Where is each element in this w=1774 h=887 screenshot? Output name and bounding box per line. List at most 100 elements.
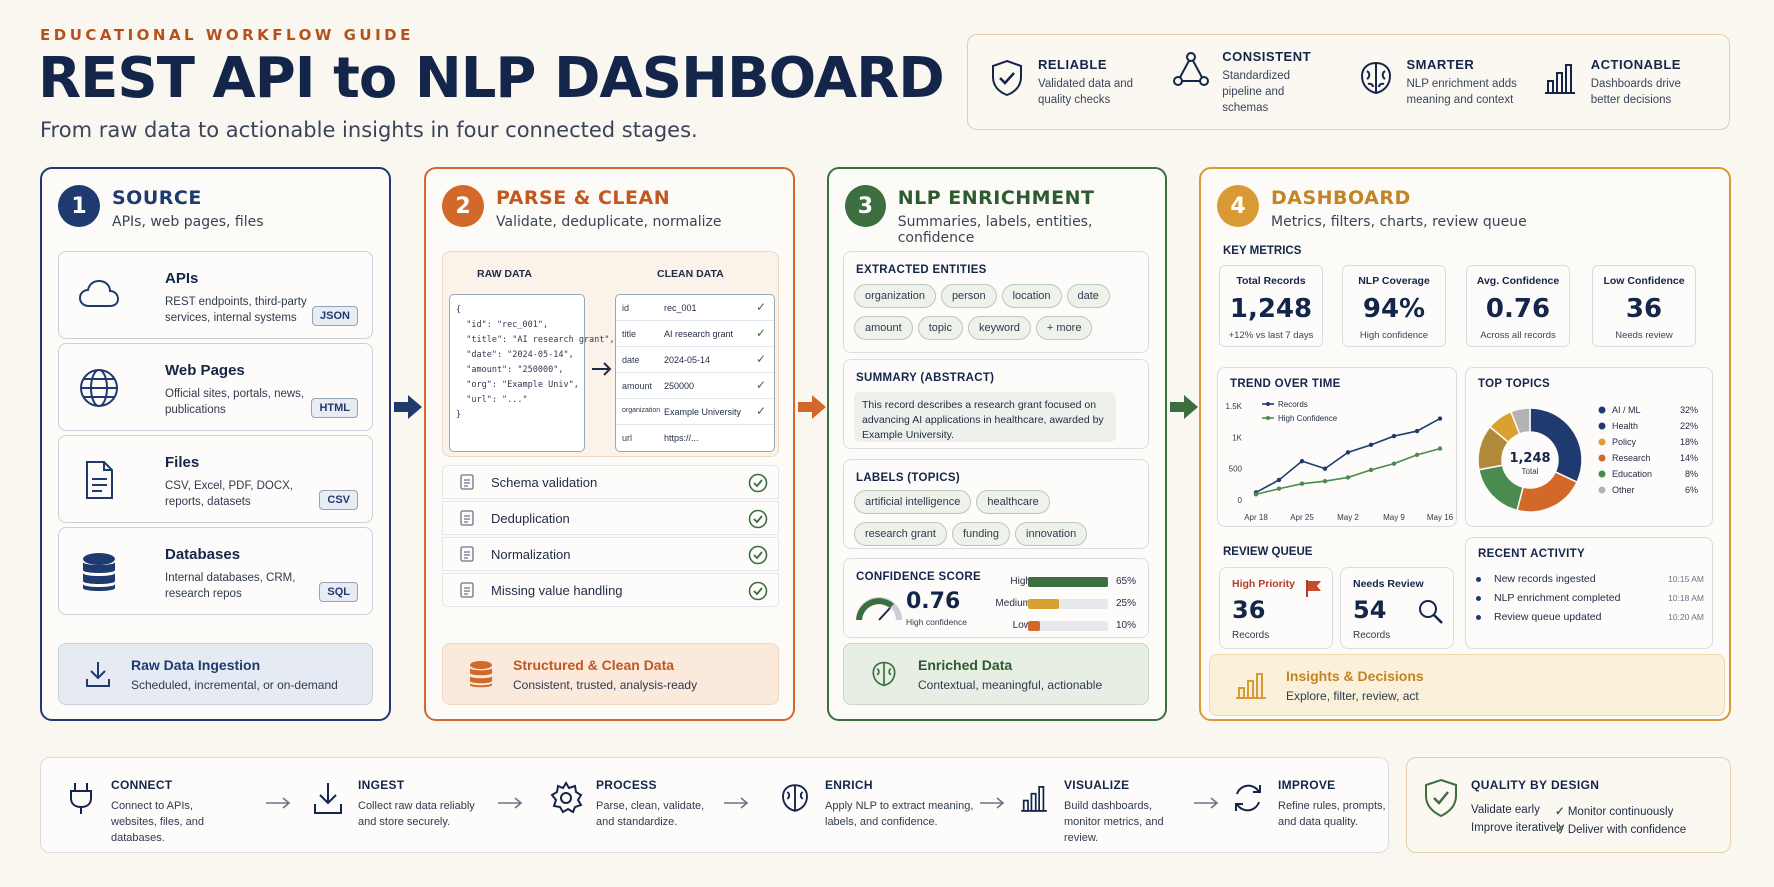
refresh-icon [1235, 784, 1261, 812]
activity-time: 10:15 AM [1668, 574, 1704, 584]
data-point [1437, 446, 1443, 451]
entity-pill[interactable]: date [1066, 284, 1110, 308]
source-item-web-pages[interactable]: Web Pages Official sites, portals, news,… [58, 343, 373, 431]
clean-value: AI research grant [664, 329, 734, 339]
stage-dashboard: 4 DASHBOARD Metrics, filters, charts, rev… [1199, 167, 1731, 721]
clean-key: url [622, 433, 633, 443]
arrow-right-icon [266, 797, 291, 809]
metric-value: 94% [1362, 294, 1426, 324]
y-tick-label: 500 [1229, 465, 1243, 474]
shield-check-icon [1425, 778, 1457, 818]
data-point [1345, 475, 1351, 480]
metric-sub: Needs review [1615, 330, 1673, 341]
source-item-databases[interactable]: Databases Internal databases, CRM, resea… [58, 527, 373, 615]
stage-number: 4 [1217, 185, 1259, 227]
entity-pill[interactable]: location [1001, 284, 1062, 308]
review-card-high-priority[interactable]: High Priority 36 Records [1219, 567, 1333, 649]
value-consistent: CONSISTENT Standardized pipeline and sche… [1164, 49, 1348, 116]
eyebrow: EDUCATIONAL WORKFLOW GUIDE [40, 26, 414, 44]
label-pill[interactable]: funding [951, 522, 1011, 546]
entity-pill[interactable]: person [940, 284, 997, 308]
source-item-apis[interactable]: APIs REST endpoints, third-party service… [58, 251, 373, 339]
stage-title: NLP ENRICHMENT [897, 187, 1095, 209]
stage-parse-clean: 2 PARSE & CLEAN Validate, deduplicate, no… [424, 167, 795, 721]
footer-title: Structured & Clean Data [513, 656, 675, 673]
y-tick-label: 1.5K [1226, 402, 1243, 411]
stage-subtitle: APIs, web pages, files [112, 214, 264, 230]
check-icon: ✓ [1555, 806, 1565, 818]
confidence-value: 0.76 [906, 589, 961, 614]
stage-nlp-enrichment: 3 NLP ENRICHMENT Summaries, labels, entit… [827, 167, 1167, 721]
confidence-bar-row: High 65% [972, 573, 1147, 593]
bullet-icon [1476, 615, 1481, 620]
metric-card[interactable]: NLP Coverage 94% High confidence [1342, 265, 1446, 347]
check-row: Normalization [442, 537, 779, 571]
shield-check-icon [992, 59, 1022, 96]
document-check-icon [460, 474, 474, 490]
step-desc: Collect raw data reliably and store secu… [358, 800, 475, 828]
data-point [1368, 467, 1374, 473]
donut-total-value: 1,248 [1509, 451, 1550, 466]
normalize-icon [460, 546, 474, 562]
step-title: PROCESS [596, 778, 657, 792]
review-card-needs-review[interactable]: Needs Review 54 Records [1340, 567, 1454, 649]
label-pills: artificial intelligence healthcare researc… [854, 490, 1144, 554]
value-smarter: SMARTER NLP enrichment adds meaning and c… [1349, 57, 1533, 108]
confidence-bar-row: Low 10% [972, 617, 1147, 637]
check-label: Normalization [491, 546, 571, 562]
check-circle-icon [748, 581, 768, 601]
y-tick-label: 0 [1238, 496, 1243, 505]
metric-card[interactable]: Avg. Confidence 0.76 Across all records [1466, 265, 1570, 347]
stage-footer: Enriched Data Contextual, meaningful, act… [843, 643, 1149, 705]
entities-card: EXTRACTED ENTITIES organization person loc… [843, 251, 1149, 353]
legend-value: 6% [1685, 485, 1698, 495]
footer-desc: Explore, filter, review, act [1286, 688, 1419, 703]
triangle-nodes-icon [1173, 51, 1210, 86]
legend-label: Health [1612, 421, 1638, 431]
review-queue-title: REVIEW QUEUE [1223, 546, 1313, 558]
donut-slice [1529, 407, 1583, 484]
legend-swatch [1598, 454, 1606, 462]
clean-row: title AI research grant ✓ [616, 321, 774, 347]
entity-pill[interactable]: keyword [967, 316, 1031, 340]
label-pill[interactable]: healthcare [976, 490, 1050, 514]
data-point [1391, 461, 1397, 466]
check-row: Schema validation [442, 465, 779, 499]
card-title: TOP TOPICS [1478, 378, 1551, 390]
check-circle-icon [748, 509, 768, 529]
step-desc: Refine rules, prompts, and data quality. [1278, 800, 1386, 828]
entity-pill[interactable]: organization [854, 284, 936, 308]
topics-card: TOP TOPICS 1,248 Total AI / ML 32% Health 22%… [1465, 367, 1713, 527]
metric-value: 0.76 [1485, 294, 1551, 324]
entity-pill[interactable]: amount [854, 316, 913, 340]
label-pill[interactable]: research grant [854, 522, 947, 546]
clean-value: Example University [664, 407, 742, 417]
metric-card[interactable]: Low Confidence 36 Needs review [1592, 265, 1696, 347]
source-item-files[interactable]: Files CSV, Excel, PDF, DOCX, reports, da… [58, 435, 373, 523]
entity-pill[interactable]: + more [1035, 316, 1093, 340]
metric-card[interactable]: Total Records 1,248 +12% vs last 7 days [1219, 265, 1323, 347]
stage-footer: Structured & Clean Data Consistent, trust… [442, 643, 779, 705]
bar-label: Medium [995, 598, 1031, 609]
flow-arrow-icon [394, 395, 422, 419]
activity-item: NLP enrichment completed 10:18 AM [1476, 591, 1704, 610]
stage-number: 2 [442, 185, 484, 227]
page-subtitle: From raw data to actionable insights in … [40, 118, 698, 142]
step-connect: CONNECT Connect to APIs, websites, files,… [63, 778, 231, 846]
trend-card: TREND OVER TIME 0 500 1K 1.5K Apr 18 Apr 25 Ma… [1217, 367, 1457, 527]
activity-item: New records ingested 10:15 AM [1476, 572, 1704, 591]
entity-pill[interactable]: topic [917, 316, 963, 340]
footer-title: Raw Data Ingestion [131, 656, 261, 673]
step-title: IMPROVE [1278, 778, 1336, 792]
bar-chart-icon [1236, 673, 1266, 699]
confidence-bar-row: Medium 25% [972, 595, 1147, 615]
clean-row: organization Example University ✓ [616, 399, 774, 425]
stage-title: DASHBOARD [1271, 187, 1411, 209]
footer-desc: Scheduled, incremental, or on-demand [131, 677, 338, 692]
file-icon [86, 461, 113, 499]
data-point [1345, 450, 1351, 455]
stage-title: SOURCE [112, 187, 202, 209]
labels-card: LABELS (TOPICS) artificial intelligence h… [843, 459, 1149, 549]
label-pill[interactable]: innovation [1015, 522, 1088, 546]
label-pill[interactable]: artificial intelligence [854, 490, 972, 514]
